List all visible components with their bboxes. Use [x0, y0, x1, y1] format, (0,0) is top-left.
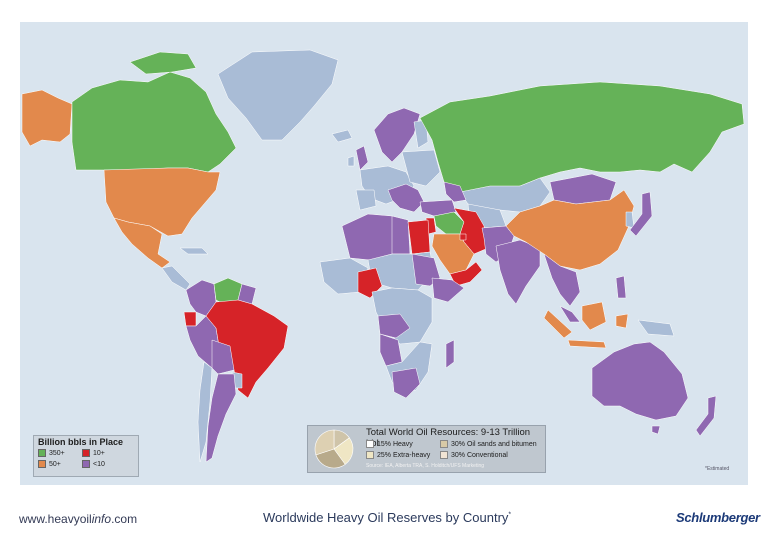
norway-sweden — [373, 107, 421, 163]
resource-item-heavy: 15% Heavy — [366, 440, 413, 448]
legend: Billion bbls in Place 350+ 10+ 50+ <10 — [33, 435, 139, 477]
legend-item-10: 10+ — [82, 449, 105, 457]
map-canvas — [21, 49, 745, 463]
ecuador — [183, 311, 197, 327]
caucasus — [443, 181, 467, 203]
resource-swatch — [366, 440, 374, 448]
eastern-europe — [401, 149, 441, 187]
pie-slice-3 — [314, 429, 335, 456]
india — [495, 239, 541, 305]
australia — [591, 341, 689, 421]
ethiopia — [431, 277, 465, 303]
bolivia — [211, 339, 235, 375]
resource-item-extra-heavy: 25% Extra-heavy — [366, 451, 430, 459]
chile — [197, 361, 213, 463]
united-kingdom — [355, 145, 369, 171]
url-prefix: www.heavyoil — [19, 512, 92, 526]
mongolia — [549, 173, 617, 205]
indonesia-east — [615, 313, 629, 329]
russia — [419, 81, 745, 193]
resource-swatch — [366, 451, 374, 459]
canada — [71, 71, 237, 173]
egypt — [407, 219, 431, 255]
papua-new-guinea — [637, 319, 675, 337]
resource-swatch — [440, 440, 448, 448]
legend-swatch — [38, 460, 46, 468]
legend-item-50: 50+ — [38, 460, 61, 468]
pie-slice-2 — [315, 448, 346, 469]
page-title-mark: * — [508, 511, 512, 519]
estimated-note: *Estimated — [705, 466, 730, 472]
resource-label: 25% Extra-heavy — [377, 451, 431, 459]
malaysia — [559, 305, 581, 323]
world-map — [20, 22, 748, 485]
mainland-southeast-asia — [543, 253, 581, 307]
iceland — [331, 129, 353, 143]
legend-label: 10+ — [93, 449, 105, 457]
resource-item-conventional: 30% Conventional — [440, 451, 508, 459]
madagascar — [445, 339, 455, 369]
legend-item-lt10: <10 — [82, 460, 105, 468]
argentina — [205, 373, 237, 463]
pie-slice-1 — [333, 437, 354, 465]
resource-label: 15% Heavy — [377, 440, 413, 448]
page-title: Worldwide Heavy Oil Reserves by Country* — [263, 510, 511, 525]
ireland — [347, 155, 355, 167]
china — [505, 189, 635, 271]
korea — [625, 211, 635, 229]
legend-label: 350+ — [49, 449, 65, 457]
south-africa — [391, 367, 421, 399]
japan — [629, 191, 653, 237]
legend-title: Billion bbls in Place — [38, 437, 124, 447]
libya — [391, 215, 411, 255]
canada-arctic-islands — [129, 51, 197, 75]
website-link[interactable]: www.heavyoilinfo.com — [19, 512, 137, 526]
indonesia-sumatra — [543, 309, 573, 339]
congo — [377, 313, 411, 339]
url-suffix: .com — [111, 512, 138, 526]
brand-logo: Schlumberger — [676, 510, 760, 525]
url-italic: info — [91, 512, 112, 526]
kuwait — [459, 233, 467, 241]
greenland — [217, 49, 339, 141]
legend-label: <10 — [93, 460, 105, 468]
legend-swatch — [82, 460, 90, 468]
resource-label: 30% Oil sands and bitumen — [451, 440, 537, 448]
iberia — [355, 189, 377, 211]
legend-item-350: 350+ — [38, 449, 65, 457]
legend-swatch — [82, 449, 90, 457]
cuba — [179, 247, 209, 255]
resource-label: 30% Conventional — [451, 451, 508, 459]
central-america — [161, 265, 191, 291]
legend-swatch — [38, 449, 46, 457]
new-zealand — [695, 395, 717, 437]
indonesia-borneo — [581, 301, 607, 331]
page-title-text: Worldwide Heavy Oil Reserves by Country — [263, 510, 509, 525]
resources-panel: Total World Oil Resources: 9-13 Trillion… — [307, 425, 546, 473]
resources-pie-chart — [314, 429, 354, 469]
resource-item-oil-sands: 30% Oil sands and bitumen — [440, 440, 537, 448]
philippines — [615, 275, 627, 299]
italy-balkans — [387, 183, 425, 213]
resources-source: Source: IEA, Alberta TRA, S. Holditch/UF… — [366, 463, 485, 469]
legend-label: 50+ — [49, 460, 61, 468]
alaska — [21, 89, 73, 147]
brazil — [205, 299, 289, 399]
indonesia-java — [567, 339, 607, 349]
mexico — [113, 217, 171, 269]
tasmania — [651, 425, 661, 435]
resource-swatch — [440, 451, 448, 459]
